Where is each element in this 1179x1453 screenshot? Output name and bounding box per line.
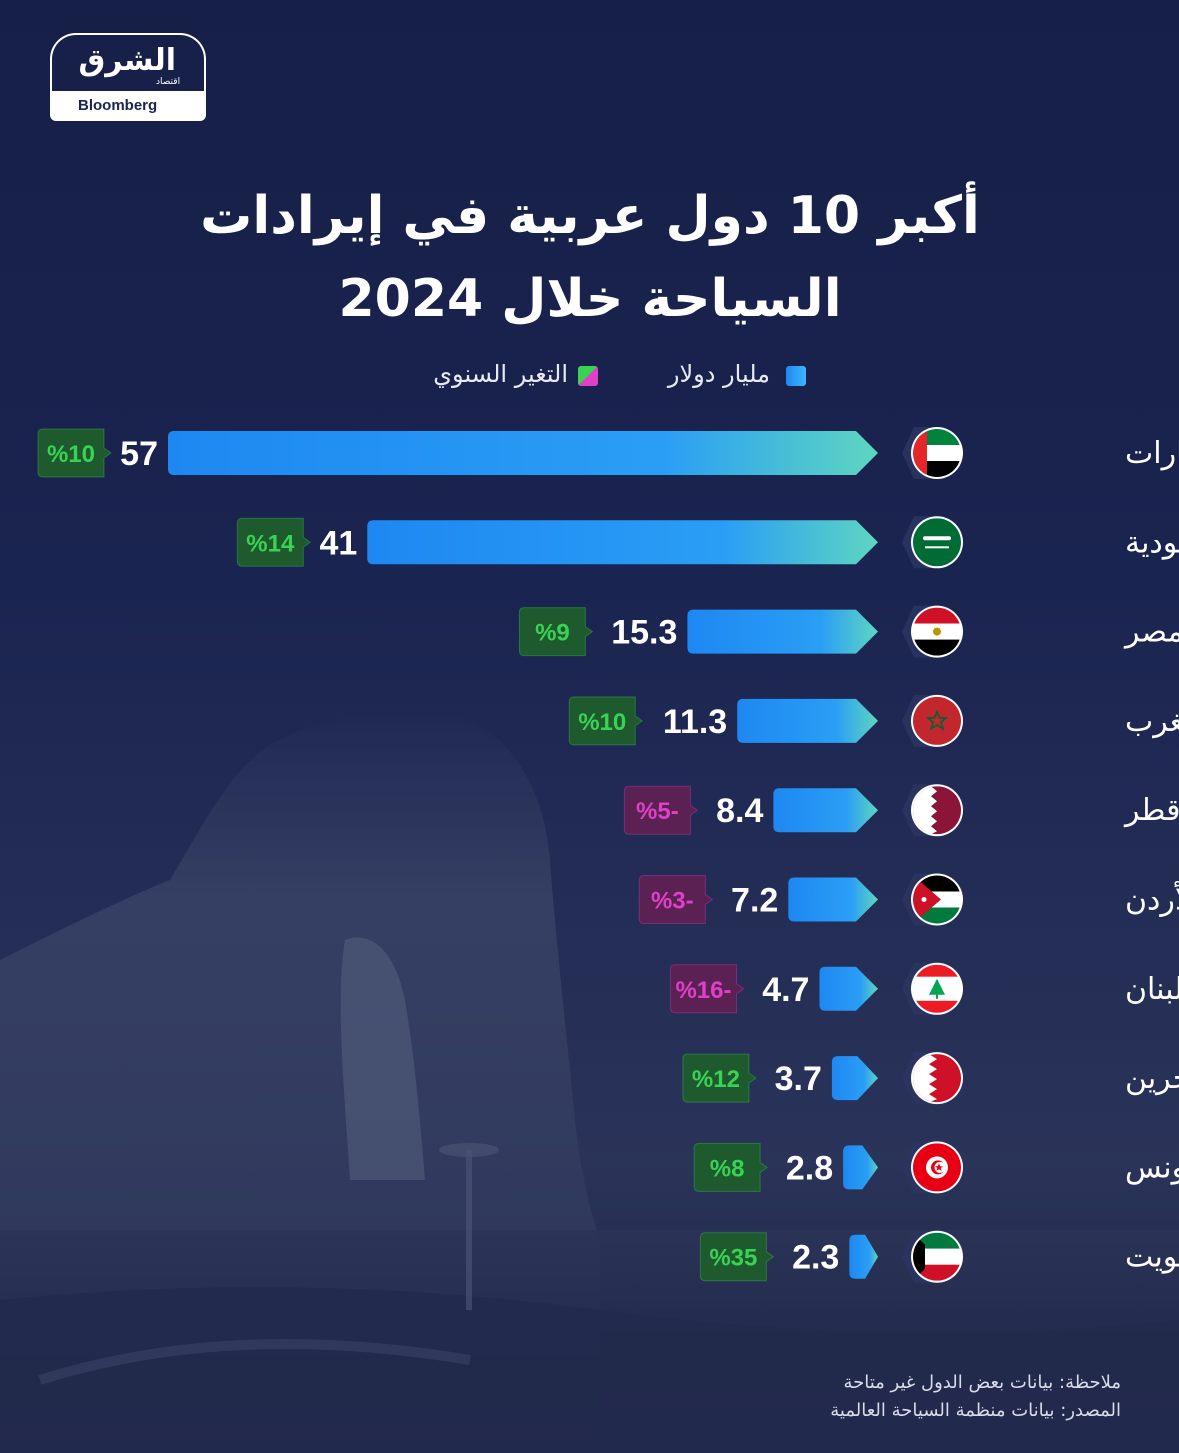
change-label: %35	[709, 1245, 757, 1272]
change-badge-bg	[518, 607, 594, 657]
bar	[367, 520, 878, 565]
category-label: البحرين	[1125, 1061, 1179, 1096]
category-label: الإمارات	[1125, 436, 1179, 471]
bar-row: الأردن 7.2 %3-	[638, 873, 1179, 926]
change-badge-bg	[669, 964, 745, 1014]
change-badge-bg	[638, 875, 714, 924]
source-text: المصدر: بيانات منظمة السياحة العالمية	[830, 1400, 1121, 1421]
bar-row: لبنان 4.7 %16-	[669, 962, 1179, 1015]
category-label: الكويت	[1125, 1240, 1179, 1275]
bar	[843, 1145, 878, 1190]
change-badge-bg	[623, 785, 699, 835]
bar-row: قطر 8.4 %5-	[623, 784, 1179, 837]
change-badge-bg	[568, 696, 644, 746]
bar	[773, 788, 878, 833]
legend-change-label: التغير السنوي	[433, 360, 568, 388]
change-label: %10	[47, 441, 95, 468]
tunisia-flag-icon	[911, 1141, 963, 1194]
bahrain-flag-icon	[911, 1052, 963, 1105]
change-badge-bg	[693, 1142, 768, 1192]
logo-bottom-band: Bloomberg	[50, 91, 206, 121]
bar	[737, 698, 878, 743]
category-label: الأردن	[1125, 880, 1179, 918]
change-badge: %10	[37, 428, 112, 478]
change-label: %5-	[636, 798, 679, 825]
morocco-flag-icon	[911, 694, 963, 747]
change-badge-bg	[37, 428, 112, 478]
jordan-flag-icon	[911, 873, 963, 926]
value-label: 2.8	[786, 1149, 833, 1187]
kuwait-flag-icon	[911, 1230, 963, 1283]
category-label: تونس	[1125, 1150, 1179, 1185]
sharq-bloomberg-logo: الشرق اقتصاد Bloomberg	[50, 33, 206, 123]
change-label: %16-	[675, 977, 731, 1004]
egypt-flag-icon	[911, 605, 963, 658]
saudi-flag-icon	[911, 516, 963, 569]
bar-row: مصر 15.3 %9	[518, 605, 1179, 658]
change-badge: %5-	[623, 785, 699, 835]
qatar-flag-icon	[911, 784, 963, 837]
change-badge-bg	[699, 1232, 775, 1282]
change-badge: %10	[568, 696, 644, 746]
bar	[788, 877, 878, 922]
bar	[849, 1234, 878, 1279]
chart-title-line1: أكبر 10 دول عربية في إيرادات	[200, 186, 980, 246]
bar-row: البحرين 3.7 %12	[682, 1052, 1179, 1105]
lebanon-flag-icon	[911, 962, 963, 1015]
change-label: %10	[578, 709, 626, 736]
change-badge: %12	[682, 1053, 757, 1103]
bar-row: المغرب 11.3 %10	[568, 694, 1179, 747]
bar-row: الكويت 2.3 %35	[699, 1230, 1179, 1283]
category-label: مصر	[1123, 615, 1179, 650]
value-label: 8.4	[716, 792, 763, 830]
change-label: %3-	[651, 888, 694, 915]
bar	[168, 431, 878, 475]
change-badge: %3-	[638, 875, 714, 924]
change-label: %9	[535, 620, 570, 647]
logo-bloomberg-text: Bloomberg	[78, 97, 158, 114]
value-label: 57	[120, 435, 158, 473]
legend-change-swatch	[578, 366, 598, 386]
category-label: السعودية	[1125, 525, 1179, 560]
bar-row: الإمارات 57 %10	[37, 427, 1179, 479]
change-label: %8	[710, 1155, 745, 1182]
change-badge: %9	[518, 607, 594, 657]
change-label: %14	[246, 530, 295, 557]
change-badge: %16-	[669, 964, 745, 1014]
value-label: 2.3	[792, 1239, 839, 1277]
value-label: 7.2	[731, 882, 778, 920]
uae-flag-icon	[911, 427, 963, 479]
change-badge: %14	[236, 517, 312, 567]
change-badge-bg	[682, 1053, 757, 1103]
change-label: %12	[692, 1066, 740, 1093]
logo-arabic-text: الشرق	[78, 43, 176, 78]
bar	[831, 1056, 878, 1101]
logo-sub-text: اقتصاد	[156, 77, 181, 87]
bar	[819, 966, 878, 1011]
value-label: 15.3	[611, 614, 677, 652]
note-text: ملاحظة: بيانات بعض الدول غير متاحة	[843, 1372, 1121, 1393]
legend: مليار دولار التغير السنوي	[380, 358, 810, 394]
bar-row: تونس 2.8 %8	[693, 1141, 1179, 1194]
value-label: 3.7	[775, 1060, 822, 1098]
value-label: 41	[319, 524, 357, 562]
value-label: 11.3	[663, 703, 727, 741]
change-badge: %8	[693, 1142, 768, 1192]
bar	[687, 609, 878, 654]
chart-title-line2: السياحة خلال 2024	[338, 269, 842, 329]
value-label: 4.7	[762, 971, 809, 1009]
legend-value-label: مليار دولار	[667, 360, 770, 388]
legend-value-swatch	[786, 366, 806, 386]
logo-frame	[50, 33, 206, 91]
bar-row: السعودية 41 %14	[236, 516, 1179, 569]
category-label: المغرب	[1125, 704, 1179, 739]
change-badge: %35	[699, 1232, 775, 1282]
category-label: لبنان	[1125, 972, 1179, 1007]
category-label: قطر	[1123, 793, 1179, 828]
change-badge-bg	[236, 517, 312, 567]
